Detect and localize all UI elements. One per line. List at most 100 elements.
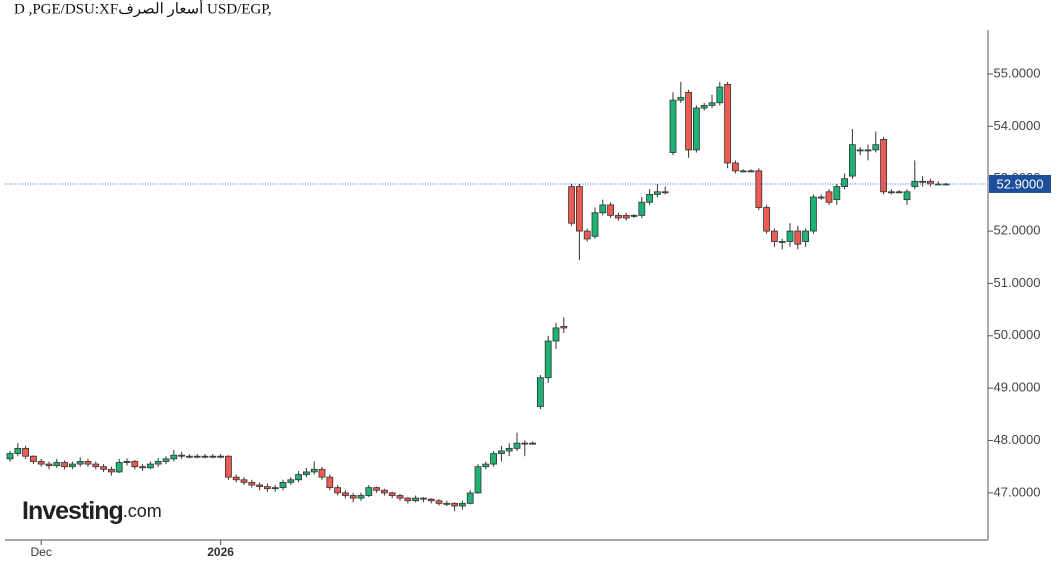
candle-body xyxy=(76,461,84,465)
candle-body xyxy=(427,498,435,502)
candle-body xyxy=(232,476,240,481)
candle-body xyxy=(825,191,833,203)
candle-body xyxy=(279,482,287,489)
candle-body xyxy=(263,486,271,490)
candle-body xyxy=(841,178,848,187)
candle-body xyxy=(638,201,646,216)
candle-body xyxy=(724,84,731,164)
candle-body xyxy=(700,105,708,109)
candle-body xyxy=(466,492,474,504)
candle-body xyxy=(794,230,802,245)
candle-body xyxy=(53,462,61,467)
candle-body xyxy=(412,497,420,502)
candle-body xyxy=(349,495,357,499)
watermark-main: Investing xyxy=(22,497,123,525)
candle-body xyxy=(497,450,505,455)
candle-body xyxy=(435,500,443,504)
candle-body xyxy=(778,241,786,243)
candle-body xyxy=(318,468,326,478)
candle-body xyxy=(521,442,529,445)
candle-body xyxy=(84,461,92,465)
candle-body xyxy=(357,495,365,499)
y-tick-label: 55.0000 xyxy=(994,65,1041,80)
candle-body xyxy=(185,455,193,458)
watermark: Investing.com xyxy=(22,497,162,525)
candle-body xyxy=(146,463,154,469)
candle-body xyxy=(302,471,310,475)
candle-body xyxy=(739,170,747,173)
y-tick-label: 48.0000 xyxy=(994,432,1041,447)
candle-body xyxy=(170,454,178,460)
candle-body xyxy=(295,474,303,481)
candle-body xyxy=(810,196,817,232)
candle-body xyxy=(599,204,607,214)
y-tick-label: 50.0000 xyxy=(994,327,1041,342)
candle-body xyxy=(505,447,513,452)
candle-body xyxy=(45,463,53,467)
candle-body xyxy=(131,461,139,468)
candle-body xyxy=(388,492,396,496)
y-tick-label: 47.0000 xyxy=(994,484,1041,499)
candle-body xyxy=(474,466,482,494)
candle-body xyxy=(802,230,809,242)
x-tick-label: Dec xyxy=(31,545,52,559)
candle-body xyxy=(240,479,248,483)
candle-body xyxy=(123,461,131,463)
y-tick-label: 51.0000 xyxy=(994,275,1041,290)
candle-body xyxy=(61,462,68,468)
candle-body xyxy=(373,487,381,491)
candle-body xyxy=(326,476,334,489)
watermark-suffix: .com xyxy=(123,501,162,521)
candle-body xyxy=(100,466,107,470)
candle-body xyxy=(716,86,724,104)
candle-body xyxy=(224,455,232,478)
candle-body xyxy=(607,204,614,216)
chart-title: D ,PGE/DSU:XFأسعار الصرف USD/EGP, xyxy=(14,0,272,17)
candle-body xyxy=(583,230,591,240)
candle-body xyxy=(287,479,295,483)
candle-body xyxy=(341,492,349,496)
y-tick-label: 54.0000 xyxy=(994,118,1041,133)
candle-body xyxy=(576,186,583,232)
candle-body xyxy=(747,170,755,173)
candle-body xyxy=(552,327,560,342)
candle-body xyxy=(178,454,186,457)
candle-body xyxy=(310,468,318,473)
candle-body xyxy=(568,186,575,224)
current-price-label: 52.9000 xyxy=(997,176,1044,191)
candle-body xyxy=(201,455,209,458)
candle-body xyxy=(685,91,692,151)
candle-body xyxy=(755,170,763,208)
candle-body xyxy=(139,466,147,469)
candle-body xyxy=(654,191,661,195)
candle-body xyxy=(162,458,170,462)
candle-body xyxy=(115,462,123,473)
candle-body xyxy=(856,149,864,152)
candle-body xyxy=(22,447,30,457)
candle-body xyxy=(37,461,45,465)
candle-body xyxy=(833,186,841,201)
candle-body xyxy=(404,497,412,502)
candle-body xyxy=(630,214,638,217)
candle-body xyxy=(591,212,599,237)
candle-body xyxy=(154,461,162,465)
candle-body xyxy=(419,497,427,500)
candle-body xyxy=(646,194,653,203)
candle-body xyxy=(537,377,544,407)
candle-body xyxy=(6,453,14,460)
candle-body xyxy=(69,463,76,468)
candle-body xyxy=(365,487,373,496)
candle-body xyxy=(544,340,552,379)
candle-body xyxy=(615,214,622,219)
candle-body xyxy=(482,463,490,468)
candle-body xyxy=(622,214,630,219)
candle-body xyxy=(895,191,903,194)
candle-body xyxy=(193,455,201,458)
candle-body xyxy=(763,207,770,232)
candle-body xyxy=(669,99,677,153)
candle-body xyxy=(108,468,115,473)
y-tick-label: 52.0000 xyxy=(994,223,1041,238)
candle-body xyxy=(396,495,404,499)
y-tick-label: 49.0000 xyxy=(994,380,1041,395)
candle-body xyxy=(708,102,716,106)
